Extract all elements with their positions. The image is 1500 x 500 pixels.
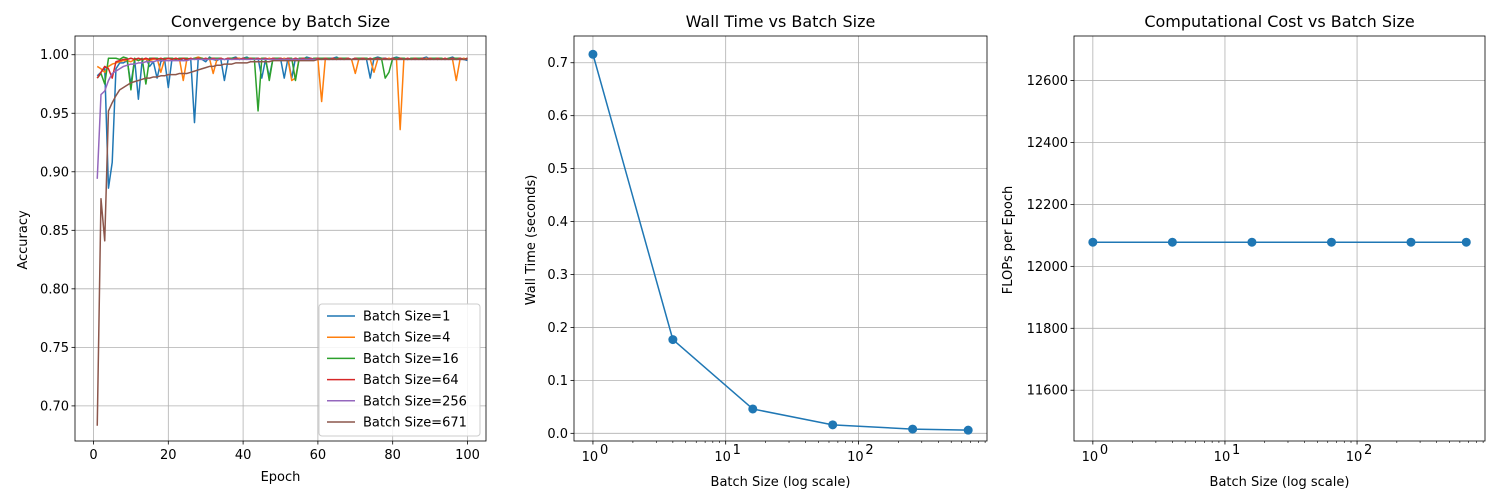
- walltime-ytick-label: 0.5: [547, 162, 568, 177]
- walltime-ylabel: Wall Time (seconds): [524, 175, 539, 306]
- legend-label: Batch Size=1: [363, 310, 450, 325]
- walltime-ytick-label: 0.1: [547, 374, 568, 389]
- convergence-axes-frame: [74, 35, 487, 442]
- legend-label: Batch Size=64: [363, 373, 459, 388]
- cost-ytick-label: 11800: [1027, 322, 1068, 337]
- legend-box: [318, 303, 481, 437]
- convergence-ytick-label: 0.75: [40, 341, 69, 356]
- walltime-series-line-0: [592, 54, 969, 431]
- walltime-xtick-exponent: 1: [733, 443, 741, 458]
- walltime-ytick-label: 0.3: [547, 268, 568, 283]
- legend-label: Batch Size=4: [363, 331, 450, 346]
- walltime-xtick-label: 10: [582, 450, 599, 465]
- convergence-xtick-label: 20: [160, 448, 177, 463]
- cost-ylabel: FLOPs per Epoch: [1001, 186, 1016, 295]
- walltime-xtick-exponent: 2: [865, 443, 873, 458]
- cost-axes-frame: [1073, 35, 1486, 442]
- walltime-ytick-label: 0.7: [547, 56, 568, 71]
- walltime-axes-frame: [573, 35, 988, 442]
- convergence-xtick-label: 0: [89, 448, 97, 463]
- cost-xtick-label: 10: [1214, 450, 1231, 465]
- cost-xtick-exponent: 2: [1364, 443, 1372, 458]
- cost-ytick-label: 12000: [1027, 260, 1068, 275]
- walltime-grid: [574, 36, 987, 441]
- walltime-xlabel: Batch Size (log scale): [711, 475, 851, 490]
- cost-data-point: [1326, 237, 1336, 247]
- cost-xtick-label: 10: [1082, 450, 1099, 465]
- convergence-title: Convergence by Batch Size: [171, 12, 390, 31]
- convergence-plot-area: 0 20 40 60 80 100 0.70 0.75 0.80 0.85 0.90 0.95 1.00…: [40, 35, 487, 463]
- cost-ytick-label: 12400: [1027, 136, 1068, 151]
- walltime-data-point: [748, 404, 758, 414]
- convergence-ytick-label: 0.80: [40, 282, 69, 297]
- cost-title: Computational Cost vs Batch Size: [1144, 12, 1414, 31]
- legend-label: Batch Size=16: [363, 352, 459, 367]
- cost-xtick-exponent: 0: [1100, 443, 1108, 458]
- walltime-ytick-label: 0.4: [547, 215, 568, 230]
- convergence-ytick-label: 0.70: [40, 399, 69, 414]
- walltime-data-point: [588, 49, 598, 59]
- convergence-grid: [75, 36, 486, 441]
- cost-data-point: [1406, 237, 1416, 247]
- legend-label: Batch Size=256: [363, 394, 467, 409]
- convergence-xtick-label: 40: [235, 448, 252, 463]
- panel-convergence: 0 20 40 60 80 100 0.70 0.75 0.80 0.85 0.90 0.95 1.00…: [16, 12, 487, 485]
- cost-xtick-label: 10: [1346, 450, 1363, 465]
- panel-cost: 10 0 10 1 10 2116001180012000122001240012600 …: [1001, 12, 1486, 490]
- convergence-xtick-label: 80: [384, 448, 401, 463]
- walltime-title: Wall Time vs Batch Size: [686, 12, 876, 31]
- cost-ytick-label: 11600: [1027, 384, 1068, 399]
- cost-data-point: [1167, 237, 1177, 247]
- convergence-ytick-label: 0.85: [40, 224, 69, 239]
- convergence-ylabel: Accuracy: [16, 210, 31, 270]
- cost-data-point: [1461, 237, 1471, 247]
- convergence-series-line-5: [96, 58, 468, 426]
- walltime-plot-area: 10 0 10 1 10 20.00.10.20.30.40.50.60.7: [547, 35, 988, 465]
- convergence-ytick-label: 1.00: [40, 48, 69, 63]
- walltime-data-point: [828, 420, 838, 430]
- convergence-ytick-label: 0.95: [40, 107, 69, 122]
- convergence-xtick-label: 60: [310, 448, 327, 463]
- cost-ytick-label: 12200: [1027, 198, 1068, 213]
- walltime-ytick-label: 0.0: [547, 427, 568, 442]
- cost-data-point: [1247, 237, 1257, 247]
- walltime-xtick-label: 10: [714, 450, 731, 465]
- walltime-xtick-label: 10: [847, 450, 864, 465]
- panel-walltime: 10 0 10 1 10 20.00.10.20.30.40.50.60.7 Wall T…: [524, 12, 988, 490]
- walltime-data-point: [963, 425, 973, 435]
- walltime-ytick-label: 0.6: [547, 109, 568, 124]
- cost-ytick-label: 12600: [1027, 74, 1068, 89]
- cost-xtick-exponent: 1: [1232, 443, 1240, 458]
- cost-xlabel: Batch Size (log scale): [1210, 475, 1350, 490]
- walltime-xtick-exponent: 0: [600, 443, 608, 458]
- convergence-legend: Batch Size=1 Batch Size=4 Batch Size=16 Bat…: [318, 303, 481, 437]
- walltime-ytick-label: 0.2: [547, 321, 568, 336]
- walltime-data-point: [668, 335, 678, 345]
- convergence-xtick-label: 100: [455, 448, 480, 463]
- convergence-xlabel: Epoch: [261, 470, 301, 485]
- walltime-data-point: [908, 424, 918, 434]
- convergence-ytick-label: 0.90: [40, 165, 69, 180]
- legend-label: Batch Size=671: [363, 416, 467, 431]
- cost-data-point: [1088, 237, 1098, 247]
